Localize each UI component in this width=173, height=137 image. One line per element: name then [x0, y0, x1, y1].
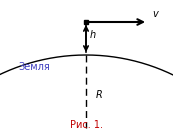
Text: Рис. 1.: Рис. 1. [70, 120, 102, 130]
Text: Земля: Земля [18, 62, 50, 72]
Text: R: R [96, 90, 103, 100]
Text: h: h [90, 30, 96, 40]
Text: v: v [152, 9, 158, 19]
